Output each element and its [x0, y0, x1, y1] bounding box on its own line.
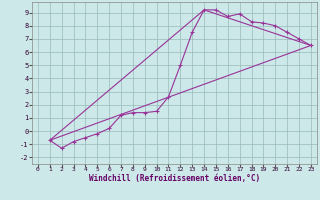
- X-axis label: Windchill (Refroidissement éolien,°C): Windchill (Refroidissement éolien,°C): [89, 174, 260, 183]
